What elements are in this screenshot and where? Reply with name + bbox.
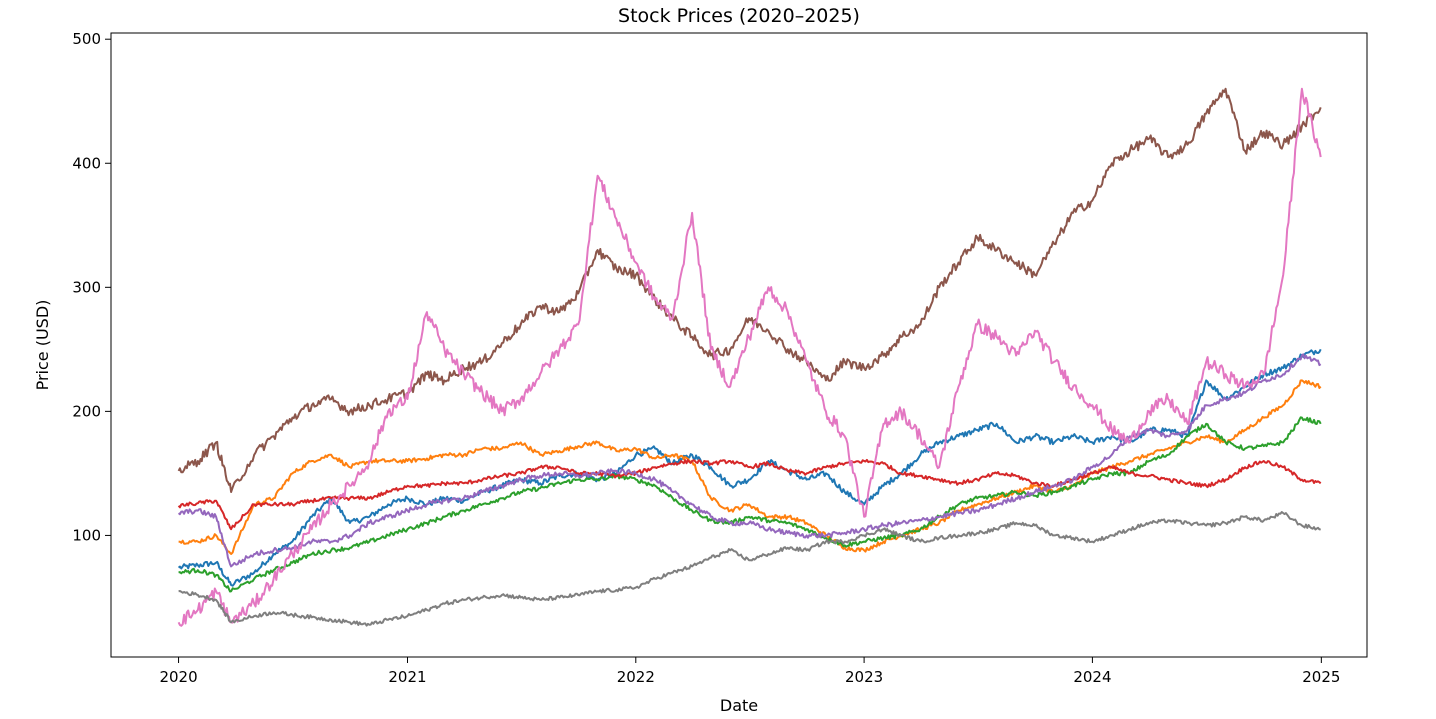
x-tick-label: 2022	[617, 668, 655, 686]
x-tick-label: 2023	[845, 668, 883, 686]
series-line-4	[177, 458, 1322, 531]
y-axis-title: Price (USD)	[33, 300, 52, 391]
series-line-7	[177, 87, 1322, 627]
x-axis-title: Date	[720, 696, 758, 715]
y-axis: 100 200 300 400 500	[72, 30, 111, 544]
y-tick-label: 200	[72, 402, 101, 420]
series-line-5	[177, 353, 1322, 568]
series-line-8	[178, 511, 1321, 627]
y-tick-label: 300	[72, 278, 101, 296]
y-tick-label: 100	[72, 526, 101, 544]
x-tick-label: 2025	[1302, 668, 1340, 686]
x-tick-label: 2020	[159, 668, 197, 686]
plot-frame	[110, 32, 1368, 658]
x-axis: 2020 2021 2022 2023 2024 2025	[159, 657, 1340, 686]
y-tick-label: 400	[72, 154, 101, 172]
x-tick-label: 2024	[1073, 668, 1111, 686]
series-layer	[177, 87, 1322, 627]
x-tick-label: 2021	[388, 668, 426, 686]
y-tick-label: 500	[72, 30, 101, 48]
chart-title: Stock Prices (2020–2025)	[618, 5, 860, 27]
series-line-6	[177, 87, 1322, 493]
